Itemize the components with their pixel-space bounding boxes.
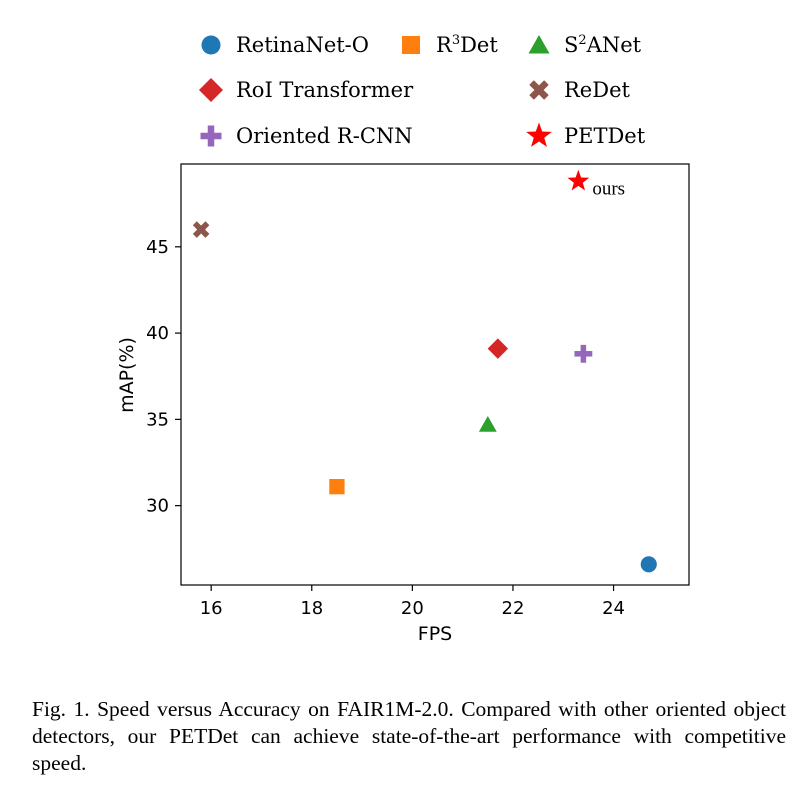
annotation-label: ours — [592, 178, 625, 199]
chart: RetinaNet-O R3Det S2ANet RoI Transformer ReD… — [116, 33, 690, 645]
legend-item-redet: ReDet — [529, 78, 631, 102]
legend-label: ReDet — [564, 78, 631, 102]
x-tick-label: 16 — [200, 598, 223, 619]
y-axis-label: mAP(%) — [116, 337, 138, 413]
data-point-s2anet — [478, 416, 497, 432]
data-points: ours — [192, 169, 657, 573]
legend-marker-petdet — [526, 122, 552, 147]
data-point-retinanet-o — [640, 556, 657, 573]
x-tick-label: 20 — [401, 598, 424, 619]
data-point-oriented-r-cnn — [574, 344, 593, 363]
legend-item-r3det: R3Det — [402, 33, 498, 57]
legend-item-roi-transformer: RoI Transformer — [199, 78, 414, 102]
legend-item-petdet: PETDet — [526, 122, 646, 148]
legend: RetinaNet-O R3Det S2ANet RoI Transformer ReD… — [199, 33, 646, 148]
legend-label: R3Det — [436, 33, 498, 57]
legend-marker-oriented-r-cnn — [200, 125, 222, 147]
legend-item-s2anet: S2ANet — [528, 33, 642, 57]
x-tick-label: 22 — [502, 598, 525, 619]
legend-marker-redet — [529, 80, 549, 100]
y-tick-label: 45 — [146, 237, 169, 258]
axes-ticks: 16 18 20 22 24 30 35 40 45 — [146, 237, 625, 619]
legend-label: RoI Transformer — [236, 78, 414, 102]
legend-marker-r3det — [402, 36, 420, 54]
legend-marker-s2anet — [528, 35, 550, 54]
figure-caption: Fig. 1. Speed versus Accuracy on FAIR1M-… — [32, 697, 786, 775]
y-tick-label: 30 — [146, 496, 169, 517]
legend-item-oriented-r-cnn: Oriented R-CNN — [200, 124, 413, 148]
plot-area — [180, 163, 690, 586]
data-point-petdet — [567, 169, 590, 191]
data-point-r3det — [329, 479, 345, 495]
data-point-redet — [192, 221, 210, 238]
x-axis-label: FPS — [418, 623, 452, 645]
legend-label: RetinaNet-O — [236, 33, 369, 57]
legend-label: S2ANet — [564, 33, 642, 57]
y-tick-label: 35 — [146, 409, 169, 430]
x-tick-label: 18 — [300, 598, 323, 619]
data-point-roi-transformer — [487, 338, 509, 359]
legend-item-retinanet-o: RetinaNet-O — [201, 33, 369, 57]
legend-label: Oriented R-CNN — [236, 124, 413, 148]
x-tick-label: 24 — [602, 598, 625, 619]
legend-marker-retinanet-o — [201, 35, 221, 55]
legend-marker-roi-transformer — [199, 78, 223, 102]
legend-label: PETDet — [564, 124, 646, 148]
y-tick-label: 40 — [146, 323, 169, 344]
